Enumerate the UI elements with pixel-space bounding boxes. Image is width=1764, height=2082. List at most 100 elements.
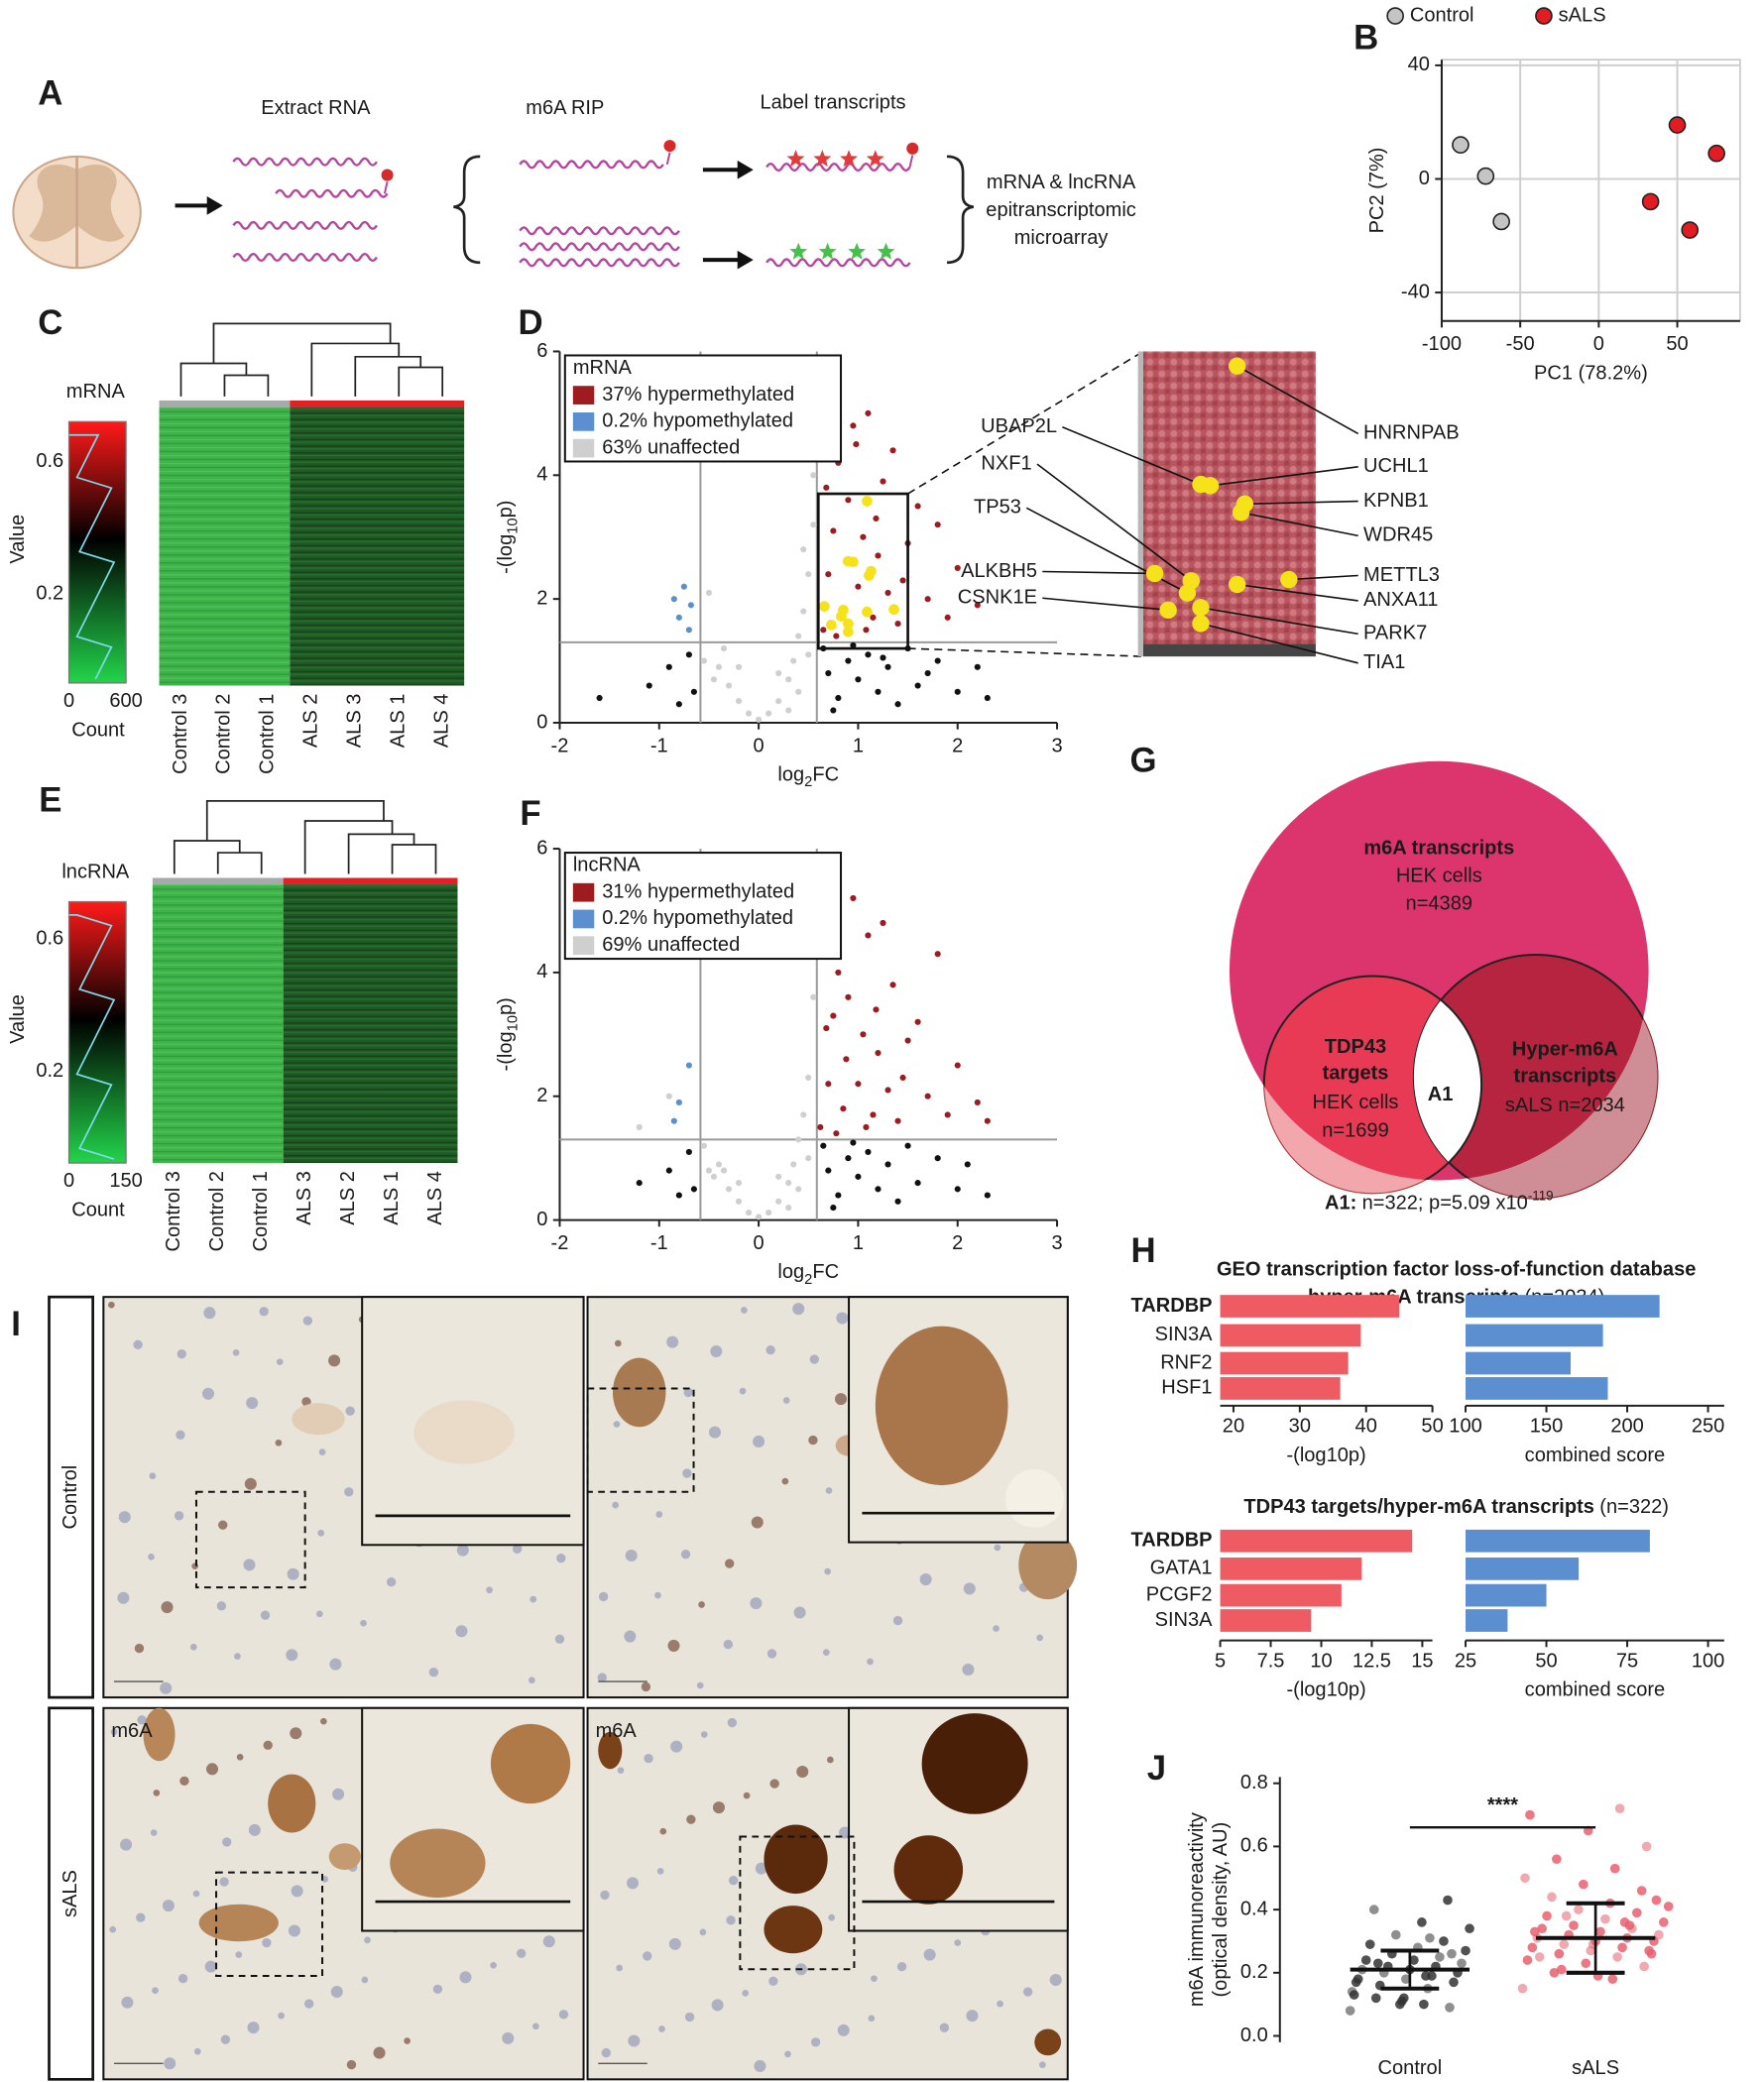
leader-line <box>1236 583 1358 602</box>
point <box>805 571 812 578</box>
x-axis-label-part: log <box>777 764 804 786</box>
point <box>805 651 812 658</box>
x-tick-label: 50 <box>1535 1650 1557 1672</box>
h-title: GEO transcription factor loss-of-functio… <box>1217 1259 1696 1281</box>
point <box>1364 1939 1375 1949</box>
gene-label: TIA1 <box>1363 651 1405 673</box>
highlight-point-zoom <box>1192 615 1210 633</box>
stem <box>383 181 389 194</box>
bar <box>1220 1351 1349 1375</box>
x-tick-label: 2 <box>952 735 963 756</box>
inset-outline <box>194 1490 306 1589</box>
x-tick-label: 0 <box>1593 333 1604 355</box>
highlight-point <box>864 570 875 581</box>
legend-swatch <box>1386 7 1404 25</box>
highlight-point <box>862 496 873 507</box>
nucleus <box>432 1984 443 1995</box>
y-tick-label: 2 <box>536 1085 547 1106</box>
row-label-box <box>48 1295 94 1699</box>
point <box>855 1081 862 1088</box>
y-axis-label-part: -(log <box>495 1031 517 1071</box>
nucleus <box>994 1544 1001 1552</box>
x-tick-label: 30 <box>1289 1416 1311 1438</box>
nucleus <box>246 1397 259 1410</box>
nucleus <box>723 1639 734 1650</box>
nucleus <box>206 1763 219 1776</box>
point <box>1461 1945 1470 1956</box>
point <box>675 701 682 708</box>
nucleus <box>600 1890 610 1901</box>
point <box>1401 1974 1411 1984</box>
point <box>1522 1955 1533 1965</box>
nucleus <box>361 1976 369 1984</box>
point <box>1549 1967 1560 1978</box>
leader-line <box>1042 570 1155 575</box>
nucleus <box>542 1935 555 1948</box>
column-label: ALS 3 <box>294 1171 315 1225</box>
nucleus <box>682 1468 692 1478</box>
m6a-mark <box>381 169 394 181</box>
y-tick-label: 0.2 <box>1240 1961 1268 1983</box>
point <box>820 627 827 634</box>
point <box>894 1198 901 1205</box>
nucleus <box>332 1788 345 1800</box>
point <box>810 521 817 528</box>
nucleus <box>1036 1634 1044 1642</box>
category-label: SIN3A <box>1155 1324 1214 1345</box>
highlight-point-zoom <box>1280 570 1298 589</box>
point <box>725 1186 733 1193</box>
nucleus <box>177 1973 188 1984</box>
nucleus <box>259 1307 269 1317</box>
nucleus <box>235 1951 243 1958</box>
nucleus <box>137 1715 147 1725</box>
point <box>1641 1841 1652 1852</box>
x-tick-label: -1 <box>650 735 668 756</box>
bar <box>1466 1324 1603 1347</box>
point <box>1658 1917 1669 1927</box>
row-label: sALS <box>59 1870 81 1917</box>
highlight-point-zoom <box>1145 564 1164 583</box>
point <box>865 409 872 416</box>
histogram-trace <box>68 433 116 680</box>
venn-text: sALS n=2034 <box>1505 1095 1625 1116</box>
x-tick-label: 0 <box>754 1232 764 1254</box>
x-tick-label: 100 <box>1449 1416 1481 1438</box>
highlight-point-zoom <box>1159 601 1177 620</box>
column-label: Control 1 <box>257 694 279 774</box>
point <box>1351 1977 1361 1988</box>
point <box>863 1123 870 1131</box>
point <box>1390 1929 1401 1940</box>
legend-swatch <box>1535 7 1553 25</box>
point <box>863 627 870 634</box>
point <box>934 521 941 528</box>
panel-label: F <box>520 795 540 833</box>
label-star <box>818 242 837 260</box>
nucleus <box>696 1681 704 1689</box>
gene-label: METTL3 <box>1363 564 1440 586</box>
point <box>775 669 782 677</box>
count-label: Count <box>71 1200 125 1221</box>
venn-footer-part: A1: <box>1325 1193 1356 1214</box>
point <box>1372 1958 1383 1969</box>
point <box>899 1074 906 1082</box>
nucleus <box>218 1520 228 1530</box>
nucleus <box>769 1779 779 1789</box>
m6a-mark <box>663 140 676 153</box>
point <box>675 1099 682 1106</box>
nucleus <box>809 1354 819 1364</box>
nucleus <box>954 1939 962 1946</box>
brace <box>946 155 975 265</box>
nucleus <box>516 1948 527 1958</box>
x-axis-label-part: FC <box>812 1261 839 1283</box>
label-star <box>840 150 859 168</box>
nucleus <box>288 1924 300 1937</box>
venn-footer: A1: n=322; p=5.09 x10-119 <box>1325 1188 1554 1214</box>
highlight-point <box>843 618 854 630</box>
point <box>833 1130 840 1137</box>
nucleus <box>247 2022 260 2034</box>
point <box>889 447 896 454</box>
point <box>860 533 867 540</box>
nucleus <box>726 1915 736 1925</box>
nucleus <box>148 1553 155 1561</box>
point <box>1581 1958 1591 1969</box>
